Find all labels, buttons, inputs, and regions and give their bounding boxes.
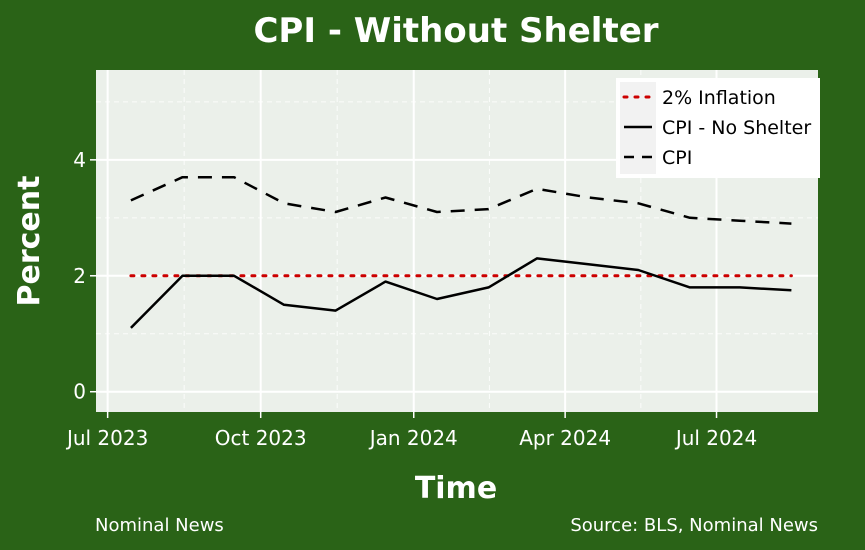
series-group — [129, 175, 793, 329]
legend-label-0: 2% Inflation — [662, 87, 776, 109]
x-tick-label: Jul 2023 — [65, 426, 148, 450]
x-tick-label: Apr 2024 — [519, 426, 611, 450]
x-tick-label: Jul 2024 — [674, 426, 757, 450]
footer-left: Nominal News — [95, 515, 224, 536]
x-tick-label: Oct 2023 — [215, 426, 307, 450]
y-tick-label: 4 — [73, 148, 86, 172]
footer-right: Source: BLS, Nominal News — [570, 515, 818, 536]
x-axis-title: Time — [415, 471, 497, 506]
x-axis-ticks: Jul 2023 Oct 2023 Jan 2024 Apr 2024 Jul 2024 — [65, 412, 757, 450]
legend-label-2: CPI — [662, 147, 692, 169]
x-tick-label: Jan 2024 — [368, 426, 458, 450]
y-tick-label: 2 — [73, 264, 86, 288]
grid-lines — [96, 70, 818, 412]
legend-label-1: CPI - No Shelter — [662, 117, 811, 139]
y-tick-label: 0 — [73, 380, 86, 404]
series-line-2 — [130, 175, 792, 225]
legend: 2% Inflation CPI - No Shelter CPI — [616, 78, 820, 178]
y-axis-title: Percent — [12, 176, 47, 307]
chart-title: CPI - Without Shelter — [253, 11, 658, 51]
y-axis-ticks: 0 2 4 — [73, 148, 96, 404]
series-line-1 — [130, 257, 792, 329]
